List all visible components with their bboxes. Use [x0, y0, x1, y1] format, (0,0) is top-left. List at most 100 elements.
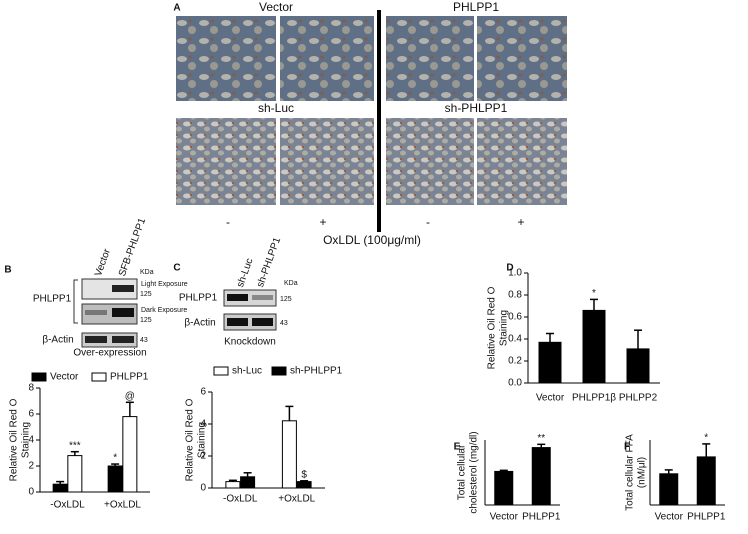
significance-label: *	[704, 433, 708, 444]
bar	[538, 341, 562, 384]
bracket	[73, 279, 78, 324]
legend-swatch	[213, 366, 229, 376]
treatment-sign: +	[517, 215, 524, 229]
y-axis-label: Staining	[499, 310, 510, 346]
bar	[296, 481, 312, 489]
micrograph	[280, 118, 374, 205]
treatment-label: OxLDL (100μg/ml)	[323, 233, 421, 247]
x-tick-label: PHLPP1	[522, 512, 561, 523]
y-tick-label: 0.6	[508, 312, 522, 323]
treatment-sign: +	[319, 215, 326, 229]
y-axis-label: Relative Oil Red O	[487, 286, 498, 369]
band	[112, 285, 134, 292]
y-tick-label: 0	[200, 483, 206, 494]
bar	[659, 473, 679, 506]
x-tick-label: Vector	[490, 512, 519, 523]
significance-label: **	[537, 433, 545, 444]
band	[252, 295, 273, 300]
y-tick-label: 0.2	[508, 356, 522, 367]
y-axis-label: Relative Oil Red O	[185, 398, 196, 481]
y-tick-label: 0.8	[508, 290, 522, 301]
x-tick-label: +OxLDL	[104, 500, 141, 511]
legend-label: Vector	[50, 372, 79, 383]
unit-label: KDa	[284, 280, 298, 287]
band-label: Dark Exposure	[141, 307, 187, 314]
micrograph	[386, 16, 474, 101]
micrograph	[386, 118, 474, 205]
band	[252, 318, 273, 326]
blots	[73, 278, 277, 348]
bar	[107, 465, 123, 493]
legend-label: PHLPP1	[110, 372, 149, 383]
x-tick-label: -OxLDL	[223, 494, 258, 505]
treatment-sign: -	[226, 215, 230, 229]
bar	[582, 309, 606, 384]
x-tick-label: Vector	[655, 512, 684, 523]
x-tick-label: PHLPP1	[687, 512, 726, 523]
x-tick-label: -OxLDL	[50, 500, 85, 511]
significance-label: $	[301, 469, 307, 480]
y-tick-label: 2	[28, 461, 34, 472]
x-tick-label: Vector	[536, 393, 565, 404]
image-title: sh-PHLPP1	[445, 101, 508, 115]
band-label: 125	[280, 296, 292, 303]
bar	[281, 420, 297, 489]
panel-label: B	[4, 265, 11, 276]
band-label: 43	[140, 337, 148, 344]
micrographs	[176, 10, 567, 232]
treatment-sign: -	[426, 215, 430, 229]
y-tick-label: 4	[200, 419, 206, 430]
micrograph	[176, 16, 276, 101]
bar	[696, 456, 716, 506]
y-axis-label: Relative Oil Red O	[9, 398, 20, 481]
x-tick-label: PHLPP2	[619, 393, 658, 404]
legend-swatch	[31, 372, 47, 382]
y-tick-label: 2	[200, 451, 206, 462]
band	[85, 336, 107, 343]
x-tick-label: +OxLDL	[278, 494, 315, 505]
y-axis-label: Staining	[197, 422, 208, 458]
lane-label: sh-PHLPP1	[255, 236, 283, 289]
y-tick-label: 1.0	[508, 268, 522, 279]
y-axis-label: Staining	[21, 422, 32, 458]
band-label: Light Exposure	[141, 281, 188, 288]
y-tick-label: 0.0	[508, 378, 522, 389]
band-label: 43	[280, 320, 288, 327]
protein-label: PHLPP1	[33, 294, 72, 305]
x-tick-label: PHLPP1β	[572, 393, 616, 404]
band	[227, 318, 248, 326]
band-label: 125	[140, 317, 152, 324]
bar	[225, 481, 241, 489]
panel-label: F	[624, 442, 630, 453]
panel-label: A	[173, 3, 180, 14]
divider	[377, 10, 381, 232]
protein-label: β-Actin	[42, 335, 73, 346]
legend-label: sh-Luc	[232, 366, 262, 377]
significance-label: *	[113, 453, 117, 464]
bar	[494, 470, 514, 506]
band-label: 125	[140, 291, 152, 298]
bar	[531, 447, 551, 506]
bar	[67, 455, 83, 493]
y-tick-label: 0	[28, 487, 34, 498]
blot-caption: Over-expression	[73, 348, 146, 359]
protein-label: PHLPP1	[179, 293, 218, 304]
significance-label: ***	[69, 440, 81, 451]
image-title: PHLPP1	[453, 0, 499, 14]
panel-label: E	[454, 442, 461, 453]
band	[85, 310, 107, 315]
y-axis-label: Total cellular	[457, 444, 468, 500]
band	[227, 294, 248, 301]
y-axis-label: Total cellular FFA	[625, 434, 636, 511]
y-axis-label: (nM/μl)	[637, 457, 648, 488]
panel-label: C	[173, 263, 180, 274]
protein-label: β-Actin	[184, 318, 215, 329]
image-title: sh-Luc	[258, 101, 294, 115]
band	[112, 336, 134, 343]
y-tick-label: 6	[28, 409, 34, 420]
significance-label: *	[592, 288, 596, 299]
bar	[122, 416, 138, 493]
band	[112, 308, 134, 317]
lane-label: sh-Luc	[235, 257, 256, 289]
legend-swatch	[91, 372, 107, 382]
